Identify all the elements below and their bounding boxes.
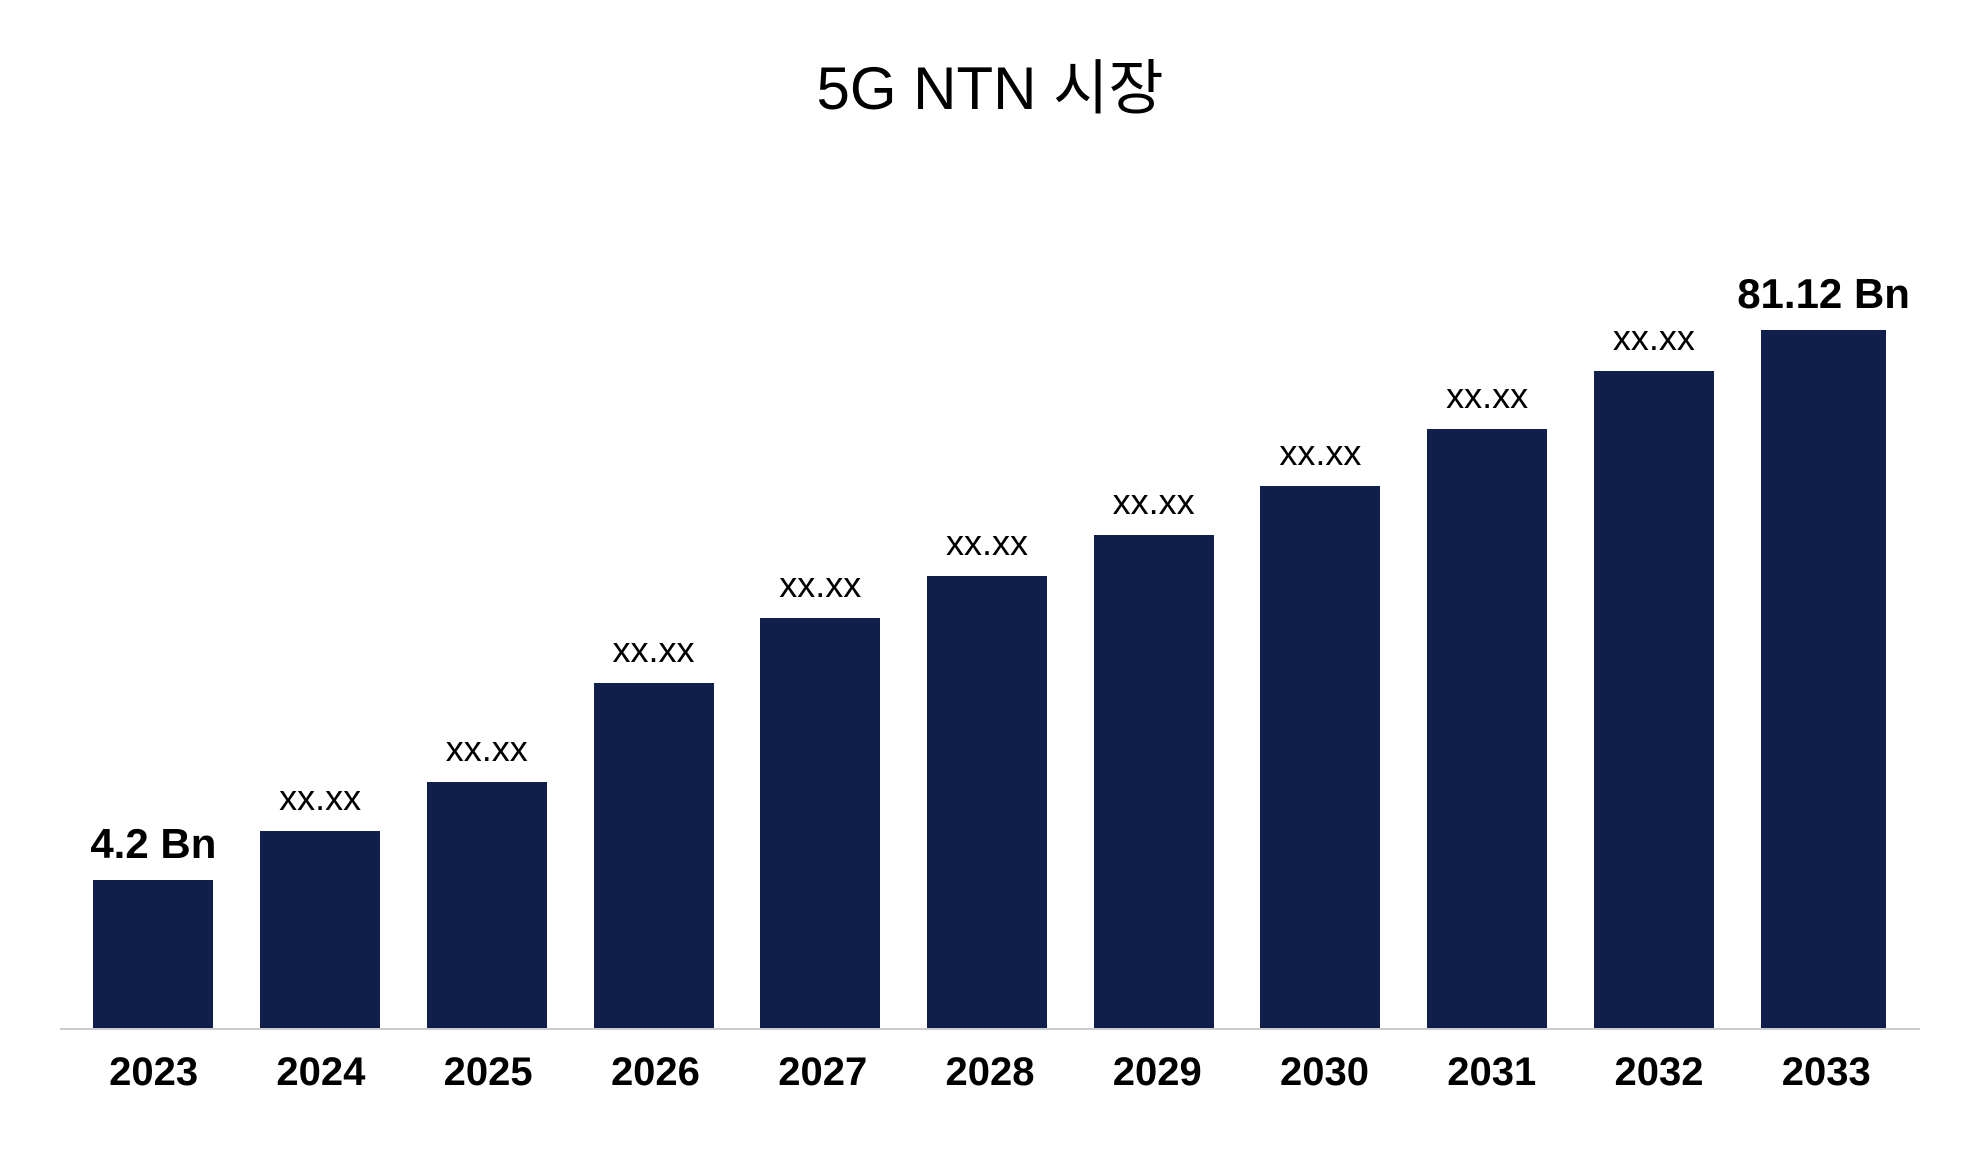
- x-axis-label: 2025: [405, 1050, 572, 1095]
- chart-title: 5G NTN 시장: [816, 40, 1163, 127]
- bar-value-label: xx.xx: [279, 777, 361, 819]
- bar-group: 81.12 Bn: [1737, 207, 1910, 1028]
- bar-value-label: xx.xx: [613, 629, 695, 671]
- bar-value-label: xx.xx: [1613, 317, 1695, 359]
- bar: [760, 618, 880, 1029]
- x-axis-label: 2033: [1743, 1050, 1910, 1095]
- x-axis-label: 2029: [1074, 1050, 1241, 1095]
- bar-value-label: 81.12 Bn: [1737, 270, 1910, 318]
- bar: [1094, 535, 1214, 1028]
- bar: [93, 880, 213, 1028]
- plot-area: 4.2 Bn xx.xx xx.xx xx.xx xx.xx xx.xx xx.xx xx.x…: [60, 207, 1920, 1030]
- bar-group: xx.xx: [1570, 207, 1737, 1028]
- bar-group: xx.xx: [1070, 207, 1237, 1028]
- x-axis-label: 2028: [906, 1050, 1073, 1095]
- x-axis-label: 2027: [739, 1050, 906, 1095]
- x-axis: 2023202420252026202720282029203020312032…: [60, 1030, 1920, 1095]
- bar-group: xx.xx: [737, 207, 904, 1028]
- bar-value-label: xx.xx: [1279, 432, 1361, 474]
- x-axis-label: 2026: [572, 1050, 739, 1095]
- bar-value-label: xx.xx: [446, 728, 528, 770]
- bar: [427, 782, 547, 1028]
- bar-value-label: xx.xx: [1446, 375, 1528, 417]
- bar-group: xx.xx: [570, 207, 737, 1028]
- bar: [260, 831, 380, 1028]
- x-axis-label: 2024: [237, 1050, 404, 1095]
- bar-group: xx.xx: [237, 207, 404, 1028]
- bar-value-label: xx.xx: [779, 564, 861, 606]
- x-axis-label: 2031: [1408, 1050, 1575, 1095]
- bar-group: 4.2 Bn: [70, 207, 237, 1028]
- bar: [1427, 429, 1547, 1028]
- bar-value-label: 4.2 Bn: [90, 820, 216, 868]
- x-axis-label: 2030: [1241, 1050, 1408, 1095]
- bar: [927, 576, 1047, 1028]
- bar: [1260, 486, 1380, 1028]
- bar-group: xx.xx: [1404, 207, 1571, 1028]
- bar-value-label: xx.xx: [946, 522, 1028, 564]
- bar-group: xx.xx: [904, 207, 1071, 1028]
- bar-group: xx.xx: [403, 207, 570, 1028]
- x-axis-label: 2032: [1575, 1050, 1742, 1095]
- x-axis-label: 2023: [70, 1050, 237, 1095]
- bar: [1594, 371, 1714, 1028]
- chart-container: 4.2 Bn xx.xx xx.xx xx.xx xx.xx xx.xx xx.xx xx.x…: [60, 207, 1920, 1095]
- bar: [594, 683, 714, 1028]
- bar: [1761, 330, 1885, 1028]
- bar-group: xx.xx: [1237, 207, 1404, 1028]
- bar-value-label: xx.xx: [1113, 481, 1195, 523]
